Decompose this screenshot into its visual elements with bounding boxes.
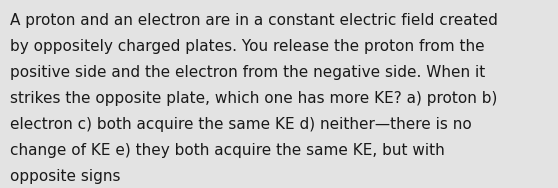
Text: opposite signs: opposite signs <box>10 169 121 184</box>
Text: electron c) both acquire the same KE d) neither—there is no: electron c) both acquire the same KE d) … <box>10 117 472 132</box>
Text: change of KE e) they both acquire the same KE, but with: change of KE e) they both acquire the sa… <box>10 143 445 158</box>
Text: by oppositely charged plates. You release the proton from the: by oppositely charged plates. You releas… <box>10 39 485 54</box>
Text: strikes the opposite plate, which one has more KE? a) proton b): strikes the opposite plate, which one ha… <box>10 91 497 106</box>
Text: A proton and an electron are in a constant electric field created: A proton and an electron are in a consta… <box>10 13 498 28</box>
Text: positive side and the electron from the negative side. When it: positive side and the electron from the … <box>10 65 485 80</box>
